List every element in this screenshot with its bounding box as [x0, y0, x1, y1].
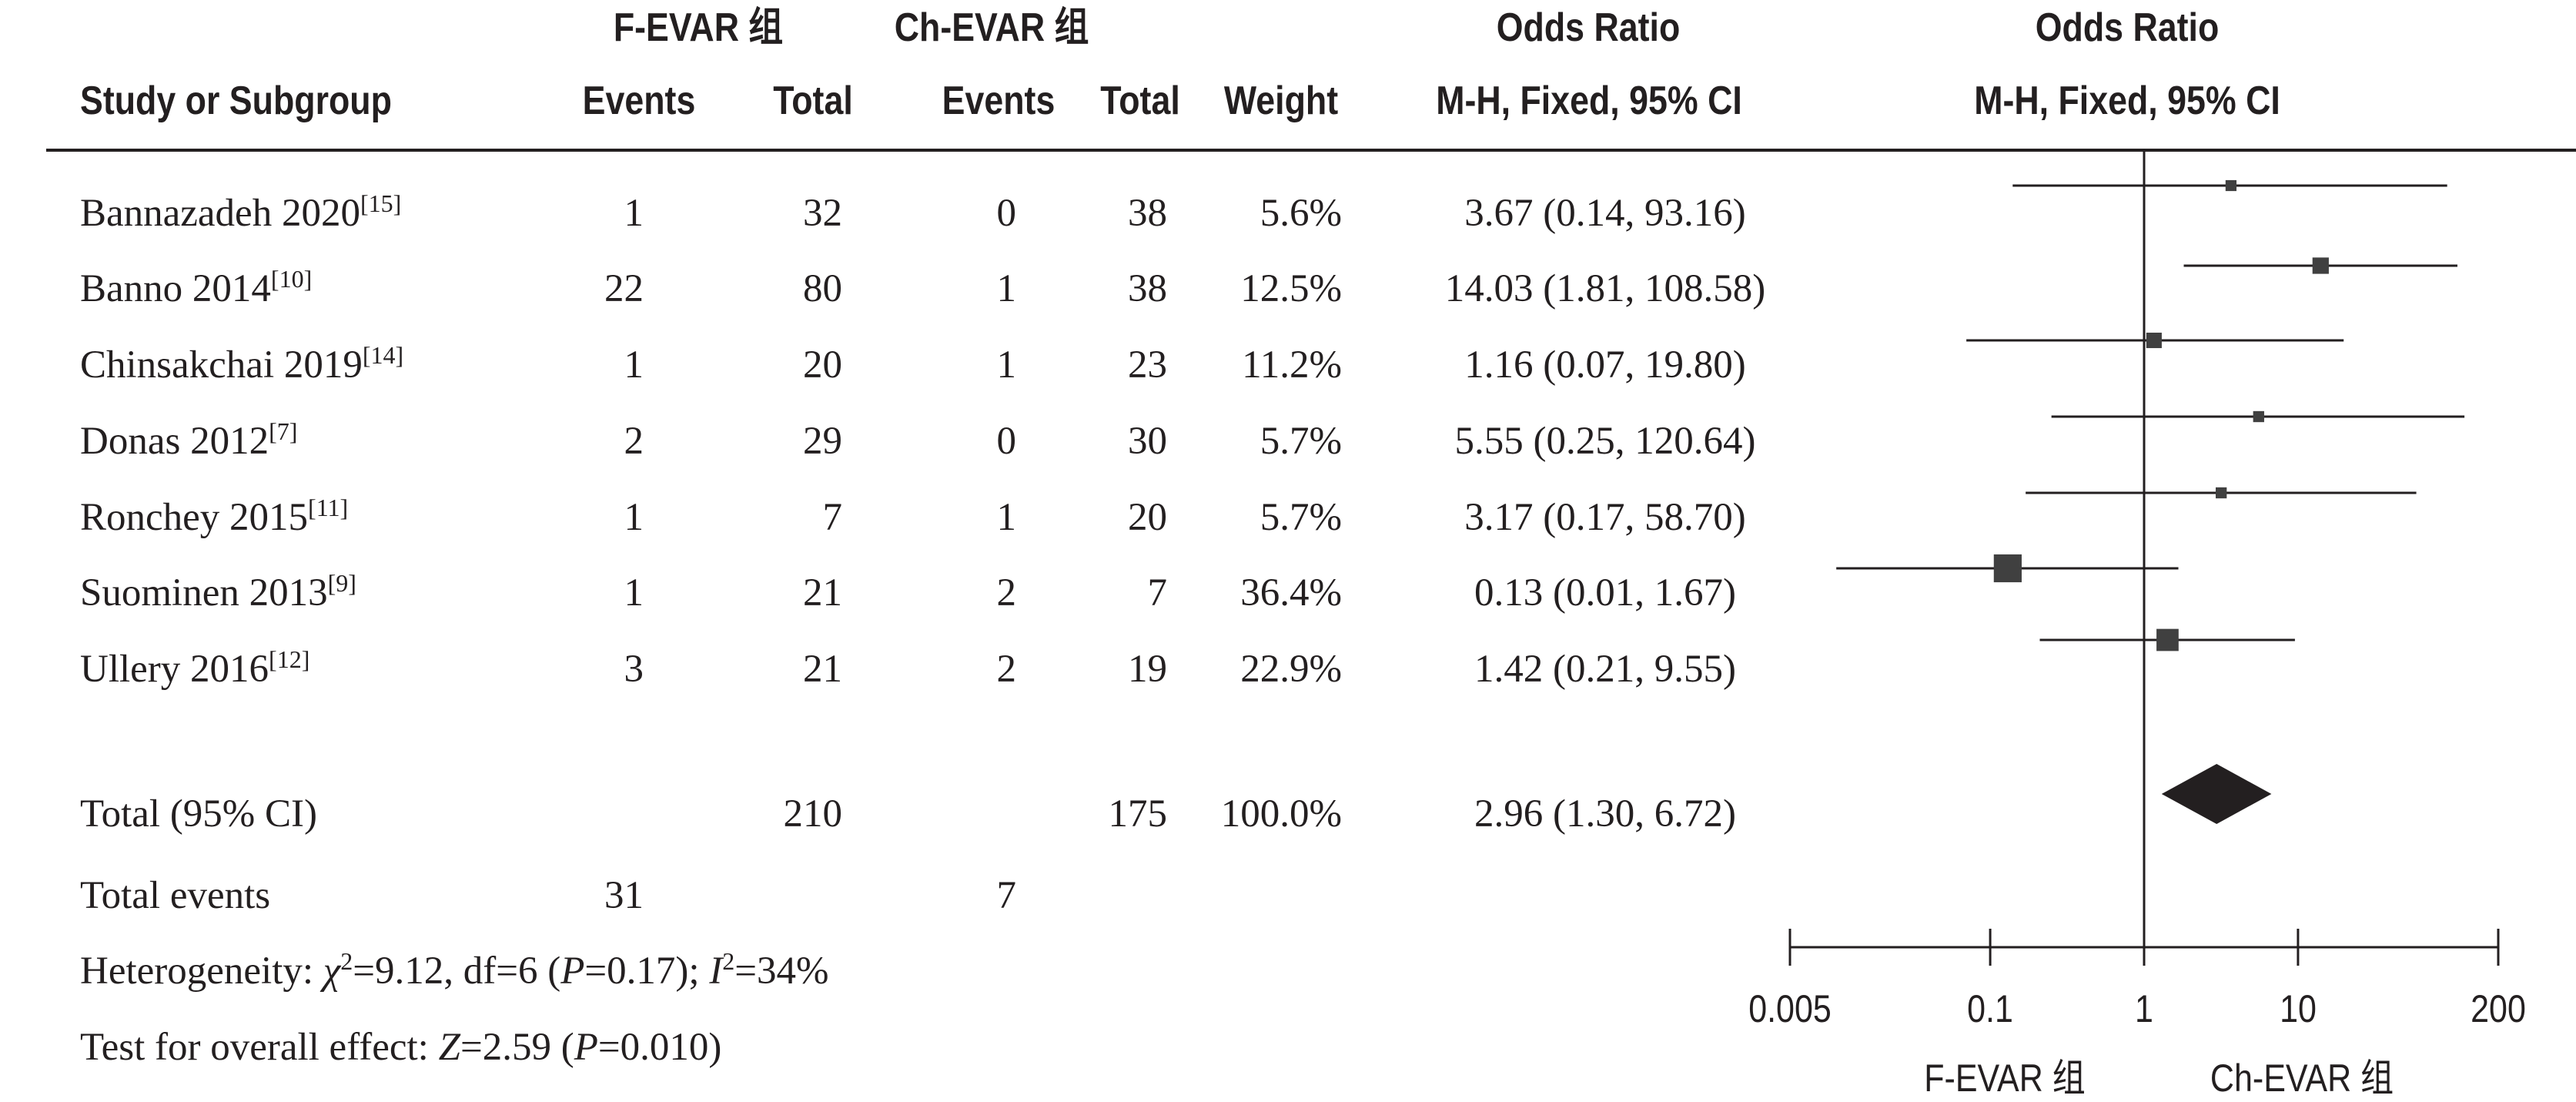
study-name: Ronchey 2015[11] — [80, 494, 349, 539]
total1-cell: 29 — [803, 420, 842, 463]
total1-cell: 32 — [803, 192, 842, 235]
or-ci-cell: 14.03 (1.81, 108.58) — [1444, 267, 1766, 310]
reference-number: [9] — [327, 569, 356, 597]
weight-cell: 11.2% — [1242, 343, 1342, 387]
total-events-label: Total events — [80, 874, 271, 917]
total2-cell: 19 — [1128, 648, 1167, 691]
reference-number: [15] — [360, 189, 402, 217]
weight-cell: 12.5% — [1240, 267, 1342, 310]
total2-cell: 23 — [1128, 343, 1167, 387]
or-ci-cell: 2.96 (1.30, 6.72) — [1474, 792, 1736, 836]
or-ci-cell: 3.67 (0.14, 93.16) — [1464, 192, 1746, 235]
or-ci-cell: 5.55 (0.25, 120.64) — [1454, 420, 1756, 463]
events2-cell: 2 — [996, 571, 1017, 615]
total1-cell: 80 — [803, 267, 842, 310]
effect-square — [2216, 487, 2227, 499]
total2-cell: 30 — [1128, 420, 1167, 463]
total2-cell: 175 — [1108, 792, 1168, 836]
total2-cell: 38 — [1128, 267, 1167, 310]
events2-cell: 0 — [996, 420, 1017, 463]
favours-left-label: F-EVAR 组 — [1924, 1057, 2086, 1100]
or-method-header: M-H, Fixed, 95% CI — [1436, 79, 1742, 123]
events2-cell: 1 — [996, 343, 1017, 387]
events1-cell: 2 — [624, 420, 644, 463]
total2-cell: 7 — [1147, 571, 1168, 615]
weight-cell: 22.9% — [1240, 648, 1342, 691]
axis-tick-label: 200 — [2471, 987, 2526, 1030]
favours-right-label: Ch-EVAR 组 — [2210, 1057, 2394, 1100]
total2-cell: 38 — [1128, 192, 1167, 235]
events1-cell: 22 — [604, 267, 644, 310]
events2-cell: 1 — [996, 496, 1017, 539]
overall-effect-text: Test for overall effect: Z=2.59 (P=0.010… — [80, 1026, 722, 1069]
axis-tick-label: 1 — [2135, 987, 2153, 1030]
reference-number: [7] — [269, 417, 298, 445]
total1-cell: 21 — [803, 571, 842, 615]
plot-method-header: M-H, Fixed, 95% CI — [1974, 79, 2280, 123]
events1-cell: 1 — [624, 343, 644, 387]
total1-cell: 7 — [822, 496, 843, 539]
group2-header: Ch-EVAR 组 — [894, 5, 1089, 50]
odds-ratio-column-title: Odds Ratio — [1496, 5, 1681, 50]
effect-square — [2146, 332, 2162, 349]
effect-square — [2225, 179, 2236, 192]
weight-cell: 5.7% — [1260, 496, 1342, 539]
total-label: Total (95% CI) — [80, 792, 318, 836]
weight-cell: 100.0% — [1220, 792, 1342, 836]
reference-number: [14] — [362, 341, 404, 369]
total1-cell: 20 — [803, 343, 842, 387]
axis-tick-label: 10 — [2279, 987, 2317, 1030]
or-ci-cell: 1.16 (0.07, 19.80) — [1464, 343, 1746, 387]
total1-header: Total — [773, 79, 853, 123]
study-name: Suominen 2013[9] — [80, 569, 356, 615]
events1-cell: 31 — [604, 874, 644, 917]
study-column-header: Study or Subgroup — [80, 79, 392, 123]
weight-cell: 5.6% — [1260, 192, 1342, 235]
events2-cell: 7 — [996, 874, 1017, 917]
events2-cell: 0 — [996, 192, 1017, 235]
reference-number: [11] — [308, 494, 349, 521]
study-name: Banno 2014[10] — [80, 265, 313, 310]
axis-tick-label: 0.1 — [1967, 987, 2013, 1030]
odds-ratio-plot-title: Odds Ratio — [2035, 5, 2220, 50]
axis-tick-label: 0.005 — [1748, 987, 1832, 1030]
effect-square — [2156, 628, 2179, 651]
events2-cell: 2 — [996, 648, 1017, 691]
total1-cell: 21 — [803, 648, 842, 691]
group1-header: F-EVAR 组 — [613, 5, 784, 50]
header-rule — [46, 149, 2576, 152]
or-ci-cell: 3.17 (0.17, 58.70) — [1464, 496, 1746, 539]
or-ci-cell: 1.42 (0.21, 9.55) — [1474, 648, 1736, 691]
total2-header: Total — [1100, 79, 1180, 123]
effect-square — [2253, 410, 2264, 423]
weight-cell: 36.4% — [1240, 571, 1342, 615]
study-name: Donas 2012[7] — [80, 417, 298, 463]
events1-cell: 3 — [624, 648, 644, 691]
events2-header: Events — [942, 79, 1055, 123]
events1-cell: 1 — [624, 496, 644, 539]
or-ci-cell: 0.13 (0.01, 1.67) — [1474, 571, 1736, 615]
reference-number: [12] — [269, 645, 310, 673]
events1-cell: 1 — [624, 192, 644, 235]
weight-cell: 5.7% — [1260, 420, 1342, 463]
events1-header: Events — [582, 79, 696, 123]
effect-square — [2312, 257, 2329, 274]
events2-cell: 1 — [996, 267, 1017, 310]
study-name: Ullery 2016[12] — [80, 645, 310, 691]
weight-header: Weight — [1223, 79, 1339, 123]
pooled-diamond — [2161, 764, 2272, 824]
study-name: Bannazadeh 2020[15] — [80, 189, 402, 235]
total1-cell: 210 — [783, 792, 843, 836]
heterogeneity-text: Heterogeneity: χ2=9.12, df=6 (P=0.17); I… — [80, 947, 829, 993]
total2-cell: 20 — [1128, 496, 1167, 539]
events1-cell: 1 — [624, 571, 644, 615]
reference-number: [10] — [270, 265, 313, 293]
study-name: Chinsakchai 2019[14] — [80, 341, 404, 387]
effect-square — [1993, 554, 2022, 583]
